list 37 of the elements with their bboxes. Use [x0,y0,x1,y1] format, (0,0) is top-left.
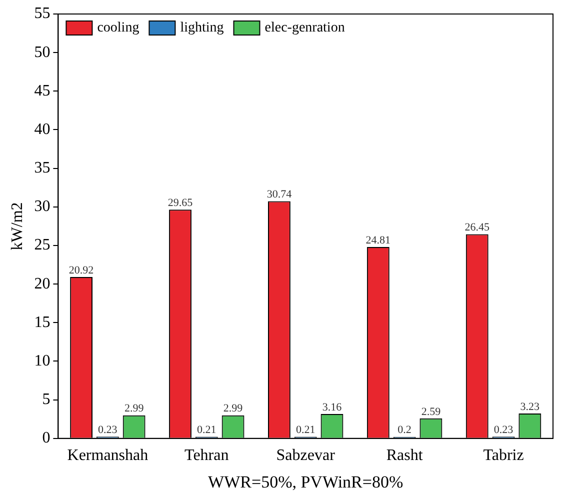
x-tick-label: Tabriz [483,447,524,464]
legend-label: elec-genration [264,20,345,36]
data-label: 0.2 [398,424,412,436]
data-label: 30.74 [266,188,292,201]
legend-label: lighting [180,20,224,36]
y-tick-label: 55 [34,5,50,22]
y-tick-label: 25 [34,236,50,254]
data-label: 0.23 [98,424,118,436]
data-label: 3.23 [520,400,540,413]
y-tick-label: 15 [34,314,50,331]
data-label: 3.16 [322,401,342,414]
data-label: 26.45 [464,222,490,234]
y-tick-label: 40 [34,120,50,138]
data-label: 2.59 [421,406,442,418]
x-tick-label: Sabzevar [276,447,336,464]
data-label: 2.99 [124,402,144,415]
data-label: 24.81 [366,234,391,246]
y-tick-label: 50 [34,44,50,61]
data-label: 2.99 [223,402,244,415]
y-tick-label: 0 [42,430,50,447]
y-tick-label: 20 [34,275,50,292]
x-tick-label: Rasht [386,447,424,464]
legend-label: cooling [97,20,140,36]
x-tick-label: Kermanshah [67,447,148,464]
data-label: 20.92 [68,264,94,276]
data-label: 0.21 [296,424,316,436]
y-tick-label: 45 [34,82,50,100]
y-axis-title: kW/m2 [8,202,26,250]
y-tick-label: 35 [34,160,50,177]
y-tick-label: 10 [34,352,50,370]
x-tick-label: Tehran [184,447,229,464]
y-tick-label: 30 [34,198,50,216]
y-tick-label: 5 [42,391,50,408]
x-axis-title: WWR=50%, PVWinR=80% [208,472,404,492]
data-label: 29.65 [168,197,194,209]
data-label: 0.21 [197,424,216,436]
data-label: 0.23 [494,424,514,436]
